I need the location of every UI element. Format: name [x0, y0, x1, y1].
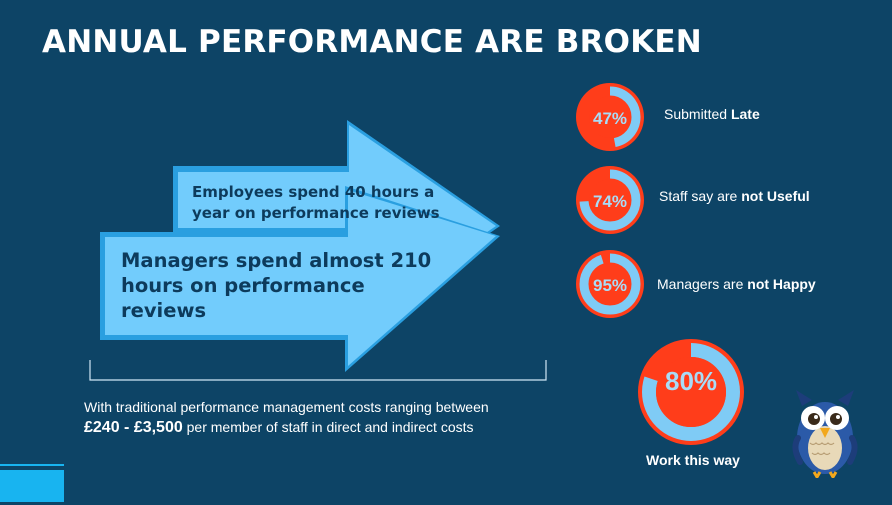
stat-2-label: Staff say are not Useful [659, 188, 810, 204]
stat-1-label: Submitted Late [664, 106, 760, 122]
page-title: ANNUAL PERFORMANCE ARE BROKEN [42, 24, 702, 60]
highlight-donut: 80% [638, 339, 744, 445]
donut-stat-1-value: 47% [593, 109, 627, 128]
highlight-caption: Work this way [646, 452, 740, 468]
stat-1-label-bold: Late [730, 106, 760, 122]
cost-amount: £240 - £3,500 [84, 419, 183, 436]
stat-3-label-plain: Managers are [657, 276, 748, 292]
cost-line-2: per member of staff in direct and indire… [182, 419, 474, 435]
donut-stat-2-value: 74% [593, 192, 627, 211]
cost-bracket [89, 360, 547, 381]
accent-line [0, 464, 64, 466]
donut-stat-3: 95% [576, 250, 644, 318]
owl-icon [792, 390, 858, 478]
stat-1-label-plain: Submitted [664, 106, 731, 122]
highlight-donut-value: 80% [665, 366, 717, 396]
stat-2-label-bold: not Useful [741, 188, 810, 204]
donut-stat-2: 74% [576, 166, 644, 234]
donut-stat-1: 47% [576, 83, 644, 151]
stat-2-label-plain: Staff say are [659, 188, 742, 204]
accent-bar [0, 468, 64, 502]
employees-hours-text: Employees spend 40 hours a year on perfo… [192, 183, 440, 222]
cost-line-1: With traditional performance management … [84, 399, 489, 415]
managers-arrow [105, 190, 496, 366]
stat-3-label: Managers are not Happy [657, 276, 816, 292]
donut-stat-3-value: 95% [593, 276, 627, 295]
cost-note: With traditional performance management … [84, 397, 554, 438]
stat-3-label-bold: not Happy [747, 276, 816, 292]
managers-hours-text: Managers spend almost 210 hours on perfo… [121, 249, 432, 322]
